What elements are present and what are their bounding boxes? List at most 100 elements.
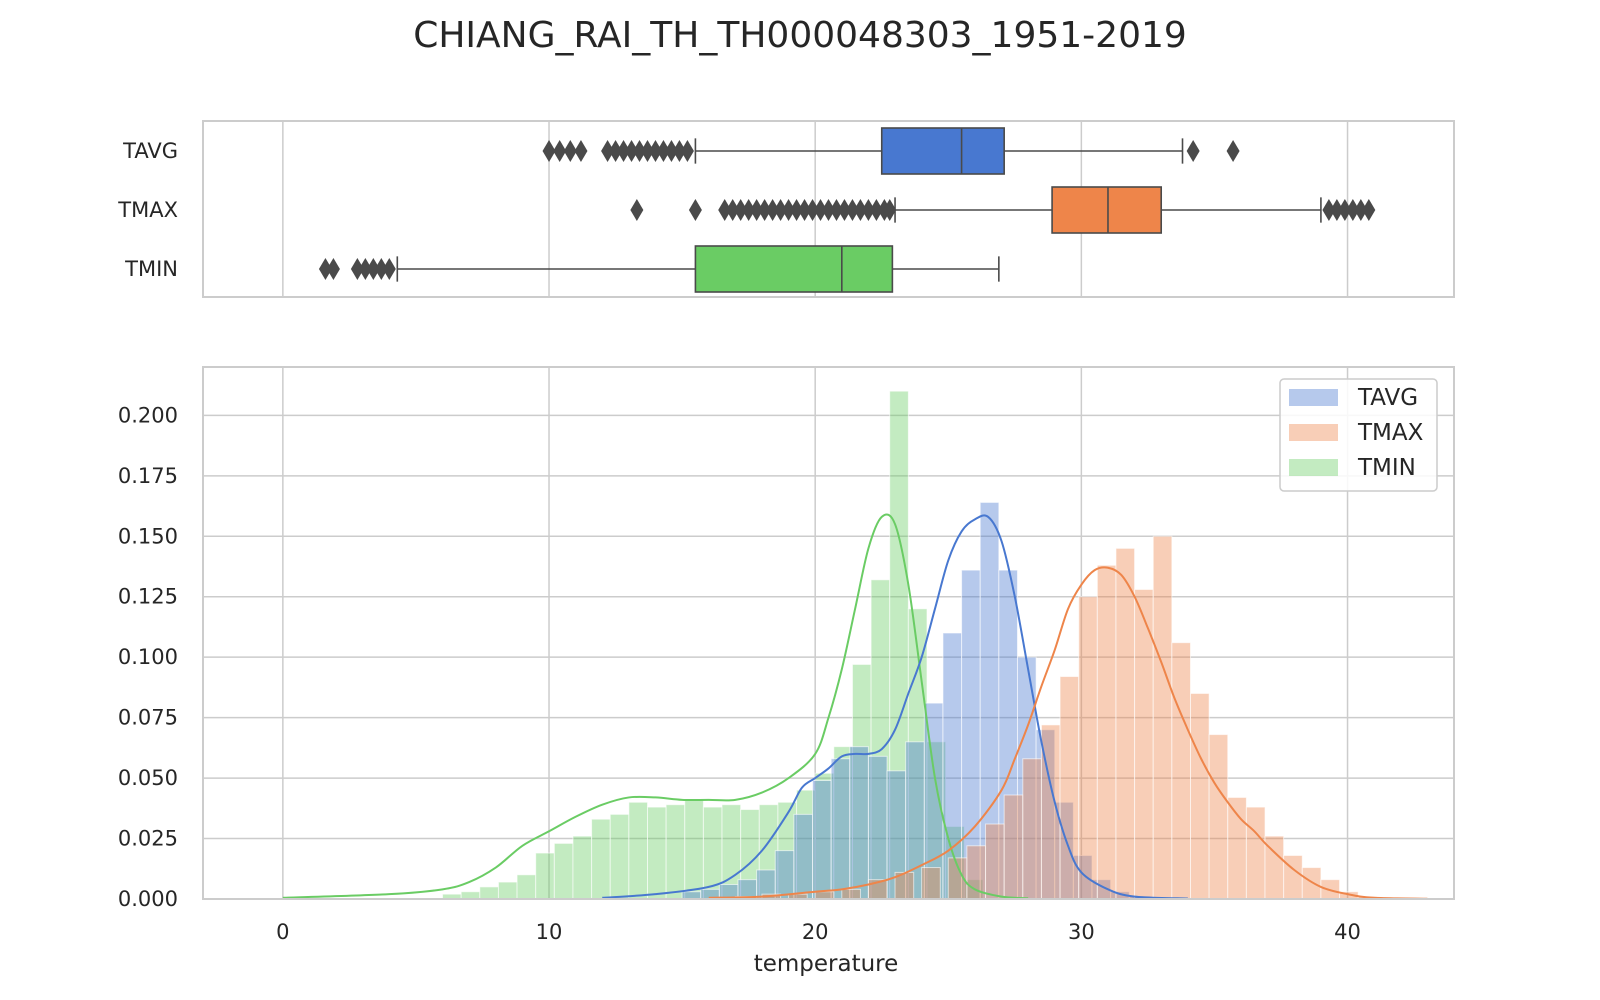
outlier-point [853,199,867,221]
hist-bar [516,874,537,900]
outlier-point [326,258,340,280]
y-tick-label: 0.000 [118,887,178,911]
outlier-point [630,199,644,221]
hist-bar [774,850,795,900]
hist-series-tmax [734,535,1378,900]
x-tick-label: 10 [536,920,563,944]
hist-bar [921,867,941,900]
hist-series-tmin [442,390,984,900]
y-tick-label: 0.150 [118,524,178,548]
y-tick-label: 0.100 [118,645,178,669]
outlier-point [883,199,897,221]
hist-bar [497,881,518,900]
outlier-point [1322,199,1336,221]
outlier-point [1338,199,1352,221]
hist-bar [572,835,593,900]
x-axis-label: temperature [754,951,899,977]
outlier-point [664,140,678,162]
outlier-point [718,199,732,221]
hist-bar [1227,796,1247,900]
outlier-point [766,199,780,221]
outlier-point [366,258,380,280]
outlier-point [574,140,588,162]
hist-bar [647,806,667,900]
histogram-bars [442,390,1378,900]
outlier-point [837,199,851,221]
hist-bar [1283,854,1303,900]
hist-bar [684,799,704,900]
outlier-point [648,140,662,162]
kde-line-tmax [708,566,1428,900]
outlier-point [750,199,764,221]
outlier-point [542,140,556,162]
legend-label: TMIN [1357,455,1416,481]
hist-bar [1301,867,1322,900]
outlier-point [845,199,859,221]
outlier-point [774,199,788,221]
hist-bar [1003,794,1024,900]
box-iqr [694,245,894,293]
hist-bar [1171,642,1191,900]
hist-bar [535,852,555,900]
outlier-point [633,140,647,162]
box-category-label: TMIN [124,257,178,281]
x-tick-label: 0 [276,920,289,944]
outlier-point [1346,199,1360,221]
kde-line-tmin [282,513,1029,900]
y-tick-label: 0.050 [118,766,178,790]
legend: TAVG TMAX TMIN [1279,378,1438,492]
hist-bar [830,758,851,900]
outlier-point [672,140,686,162]
hist-bar [985,823,1005,900]
outlier-point [358,258,372,280]
x-tick-label: 30 [1068,920,1095,944]
box-tavg [542,127,1240,175]
outlier-point [350,258,364,280]
hist-bar [1208,734,1229,900]
y-tick-label: 0.025 [118,827,178,851]
outlier-point [782,199,796,221]
hist-bar [628,801,649,900]
y-tick-label: 0.175 [118,464,178,488]
legend-swatch-tmax [1289,424,1338,441]
outlier-point [1362,199,1376,221]
y-tick-labels: 0.000 0.025 0.050 0.075 0.100 0.125 0.150 0.175… [118,403,178,911]
outlier-point [617,140,631,162]
outlier-point [641,140,655,162]
hist-bar [793,813,814,900]
outlier-point [1354,199,1368,221]
hist-bar [814,891,835,900]
hist-bar [1078,596,1098,900]
hist-bar [1152,535,1173,900]
hist-bar [591,818,611,900]
boxplot-panel: TAVG TMAX TMIN [117,120,1455,298]
outlier-point [382,258,396,280]
hist-bar [681,891,702,900]
legend-box [1279,378,1438,492]
histogram-frame [202,366,1455,900]
hist-bar [841,888,861,900]
outlier-point [829,199,843,221]
outlier-point [374,258,388,280]
outlier-point [726,199,740,221]
outlier-point [742,199,756,221]
boxplot-frame [202,120,1455,298]
outlier-point [790,199,804,221]
outlier-point [609,140,623,162]
outlier-point [814,199,828,221]
legend-label: TAVG [1357,385,1418,411]
hist-bar [609,813,630,900]
box-tmin [318,245,1000,293]
hist-bar [1022,758,1042,900]
hist-bar [812,780,832,900]
outlier-point [656,140,670,162]
outlier-point [563,140,577,162]
boxplot-marks [318,127,1376,293]
chart-title: CHIANG_RAI_TH_TH000048303_1951-2019 [413,15,1187,56]
x-tick-labels: 0 10 20 30 40 [276,920,1361,944]
outlier-point [688,199,702,221]
outlier-point [758,199,772,221]
kde-line-tavg [602,514,1188,900]
y-tick-label: 0.075 [118,706,178,730]
